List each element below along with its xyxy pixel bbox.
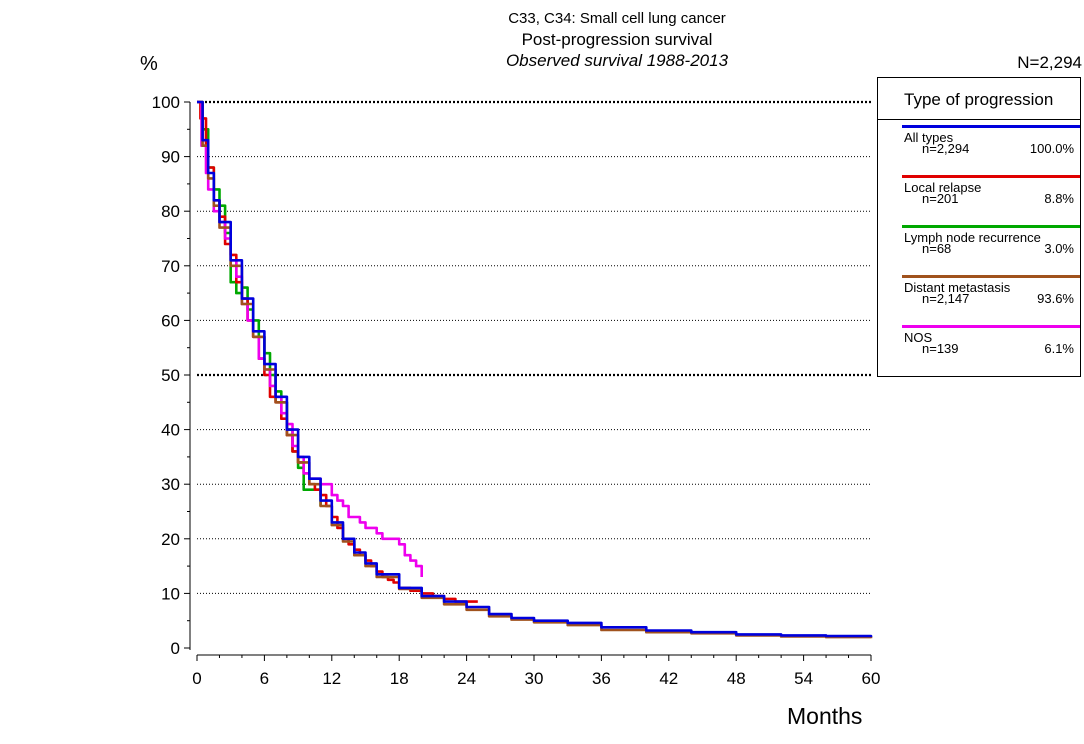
legend-label: Local relapse [904, 180, 982, 195]
legend-label: NOS [904, 330, 933, 345]
legend-percent: 100.0% [1029, 141, 1074, 156]
legend-swatch [902, 125, 1080, 128]
y-tick-label: 30 [161, 475, 180, 494]
legend-title: Type of progression [878, 78, 1080, 120]
legend-swatch [902, 175, 1080, 178]
legend-label: All types [904, 130, 954, 145]
chart-subtitle-2: Observed survival 1988-2013 [505, 51, 729, 70]
legend-count: n=139 [922, 341, 959, 356]
series-lines [197, 100, 873, 639]
x-tick-label: 48 [727, 669, 746, 688]
legend-percent: 93.6% [1037, 291, 1074, 306]
legend-item-all-types: All types n=2,294 100.0% [878, 125, 1080, 175]
x-tick-label: 12 [322, 669, 341, 688]
legend-count: n=2,294 [922, 141, 970, 156]
legend-label: Distant metastasis [904, 280, 1011, 295]
chart-subtitle: Post-progression survival [521, 30, 713, 49]
x-tick-label: 6 [260, 669, 269, 688]
series-line-lymph-node-recurrence [197, 100, 322, 506]
series-line-distant-metastasis [197, 100, 873, 639]
legend-count: n=201 [922, 191, 959, 206]
legend-item-lymph-node-recurrence: Lymph node recurrence n=68 3.0% [878, 225, 1080, 275]
legend: Type of progression All types n=2,294 100.… [877, 77, 1081, 377]
x-tick-label: 24 [457, 669, 476, 688]
series-line-local-relapse [197, 100, 478, 603]
y-tick-label: 40 [161, 421, 180, 440]
y-axis-label: % [140, 53, 158, 75]
series-line-all-types [197, 100, 873, 638]
y-tick-label: 20 [161, 530, 180, 549]
legend-item-nos: NOS n=139 6.1% [878, 325, 1080, 375]
legend-swatch [902, 225, 1080, 228]
x-tick-label: 18 [390, 669, 409, 688]
axes: 0 10 20 30 40 50 60 70 80 90 100 0 6 12 18 24 30 36 42 48 54… [152, 93, 881, 688]
x-axis-label: Months [787, 703, 863, 729]
legend-count: n=68 [922, 241, 952, 256]
legend-percent: 6.1% [1044, 341, 1074, 356]
y-tick-label: 10 [161, 584, 180, 603]
y-tick-label: 60 [161, 311, 180, 330]
series-line-nos [197, 100, 423, 577]
legend-count: n=2,147 [922, 291, 970, 306]
y-tick-label: 0 [171, 639, 180, 658]
x-tick-label: 30 [525, 669, 544, 688]
legend-swatch [902, 275, 1080, 278]
x-tick-label: 54 [794, 669, 813, 688]
total-count: N=2,294 [1017, 53, 1082, 72]
legend-percent: 3.0% [1044, 241, 1074, 256]
legend-item-local-relapse: Local relapse n=201 8.8% [878, 175, 1080, 225]
legend-label: Lymph node recurrence [904, 230, 1041, 245]
chart-title: C33, C34: Small cell lung cancer [508, 10, 726, 27]
legend-percent: 8.8% [1044, 191, 1074, 206]
y-tick-label: 50 [161, 366, 180, 385]
legend-item-distant-metastasis: Distant metastasis n=2,147 93.6% [878, 275, 1080, 325]
x-tick-label: 0 [192, 669, 201, 688]
y-tick-label: 100 [152, 93, 180, 112]
x-tick-label: 60 [862, 669, 881, 688]
y-tick-label: 90 [161, 148, 180, 167]
x-tick-label: 42 [659, 669, 678, 688]
legend-swatch [902, 325, 1080, 328]
y-tick-label: 80 [161, 202, 180, 221]
x-tick-label: 36 [592, 669, 611, 688]
grid-lines [197, 100, 871, 594]
y-tick-label: 70 [161, 257, 180, 276]
